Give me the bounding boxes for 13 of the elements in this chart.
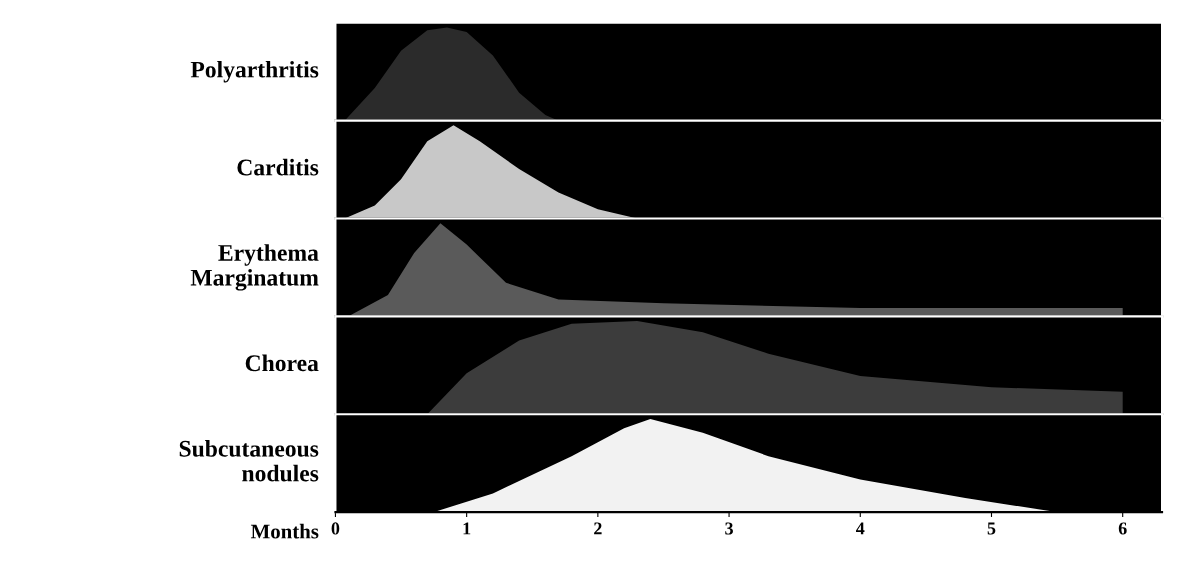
x-axis-title: Months bbox=[250, 523, 319, 539]
x-tick-label: 0 bbox=[331, 522, 340, 535]
text: Carditis bbox=[237, 158, 319, 176]
text: Chorea bbox=[245, 354, 319, 372]
series-label: Erythema Marginatum bbox=[190, 244, 319, 291]
x-tick-label: 5 bbox=[987, 522, 996, 535]
x-tick-label: 3 bbox=[725, 522, 733, 535]
x-tick-label: 2 bbox=[594, 522, 602, 535]
text: Subcutaneous nodules bbox=[179, 440, 319, 482]
x-tick-label: 6 bbox=[1118, 522, 1127, 535]
x-tick-label: 4 bbox=[856, 522, 865, 535]
series-label: Polyarthritis bbox=[190, 60, 319, 83]
x-tick-label: 1 bbox=[463, 522, 471, 535]
